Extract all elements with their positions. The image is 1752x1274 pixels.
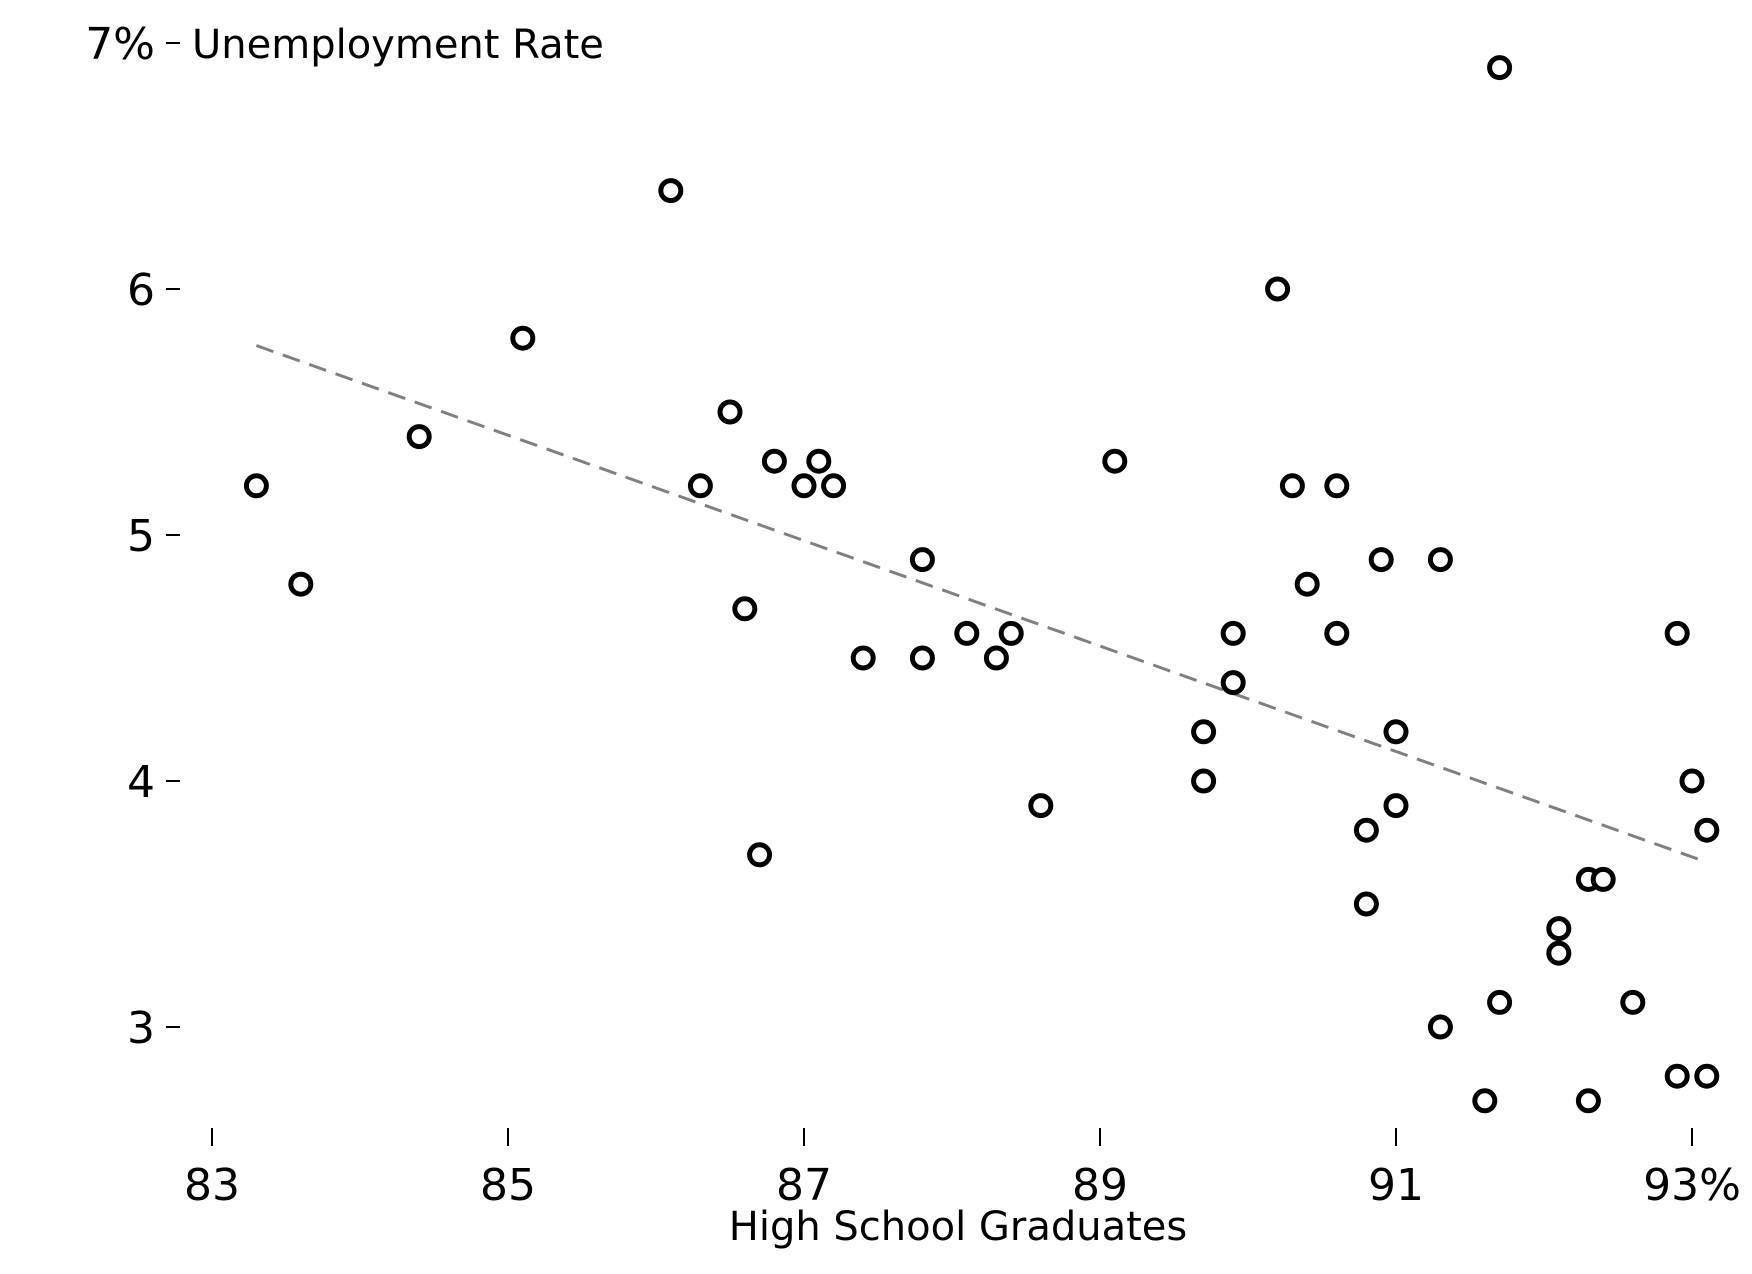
data-point — [1427, 547, 1453, 573]
data-point — [909, 645, 935, 671]
x-axis-label: High School Graduates — [729, 1204, 1188, 1250]
data-point — [1427, 1014, 1453, 1040]
data-point — [1220, 620, 1246, 646]
data-point — [1383, 719, 1409, 745]
data-point — [1620, 989, 1646, 1015]
data-point — [732, 596, 758, 622]
x-tick-label: 89 — [1072, 1160, 1128, 1211]
x-tick-label: 93% — [1643, 1160, 1741, 1211]
data-point — [1694, 1063, 1720, 1089]
data-point — [1546, 916, 1572, 942]
x-tick-label: 91 — [1368, 1160, 1424, 1211]
data-point — [1694, 817, 1720, 843]
data-point — [1294, 571, 1320, 597]
data-point — [1353, 817, 1379, 843]
data-point — [717, 399, 743, 425]
data-point — [1383, 793, 1409, 819]
data-point — [1487, 989, 1513, 1015]
data-points — [243, 55, 1720, 1114]
data-point — [1191, 768, 1217, 794]
data-point — [1590, 866, 1616, 892]
data-point — [1575, 1088, 1601, 1114]
data-point — [288, 571, 314, 597]
y-tick-label: 4 — [127, 757, 155, 808]
data-point — [850, 645, 876, 671]
data-point — [1679, 768, 1705, 794]
data-point — [1279, 473, 1305, 499]
data-point — [761, 448, 787, 474]
data-point — [1664, 1063, 1690, 1089]
axis-ticks: 3 4 5 6 7% 83 85 87 89 91 93% — [85, 19, 1741, 1211]
data-point — [243, 473, 269, 499]
data-point — [1353, 891, 1379, 917]
data-point — [983, 645, 1009, 671]
data-point — [1487, 55, 1513, 81]
y-tick-label: 3 — [127, 1003, 155, 1054]
x-tick-label: 83 — [184, 1160, 240, 1211]
data-point — [1324, 620, 1350, 646]
data-point — [1220, 670, 1246, 696]
data-point — [791, 473, 817, 499]
y-tick-label: 5 — [127, 511, 155, 562]
data-point — [687, 473, 713, 499]
trendline — [255, 344, 1708, 864]
data-point — [821, 473, 847, 499]
trendline-group — [255, 344, 1708, 864]
data-point — [1102, 448, 1128, 474]
y-tick-label: 7% — [85, 19, 155, 70]
data-point — [510, 325, 536, 351]
data-point — [1368, 547, 1394, 573]
data-point — [806, 448, 832, 474]
data-point — [954, 620, 980, 646]
data-point — [998, 620, 1024, 646]
data-point — [747, 842, 773, 868]
data-point — [406, 424, 432, 450]
data-point — [1546, 940, 1572, 966]
data-point — [1028, 793, 1054, 819]
x-tick-label: 87 — [776, 1160, 832, 1211]
data-point — [1191, 719, 1217, 745]
y-axis-label: Unemployment Rate — [192, 22, 604, 68]
data-point — [1664, 620, 1690, 646]
data-point — [1265, 276, 1291, 302]
data-point — [658, 178, 684, 204]
data-point — [909, 547, 935, 573]
data-point — [1324, 473, 1350, 499]
x-tick-label: 85 — [480, 1160, 536, 1211]
y-tick-label: 6 — [127, 265, 155, 316]
data-point — [1472, 1088, 1498, 1114]
